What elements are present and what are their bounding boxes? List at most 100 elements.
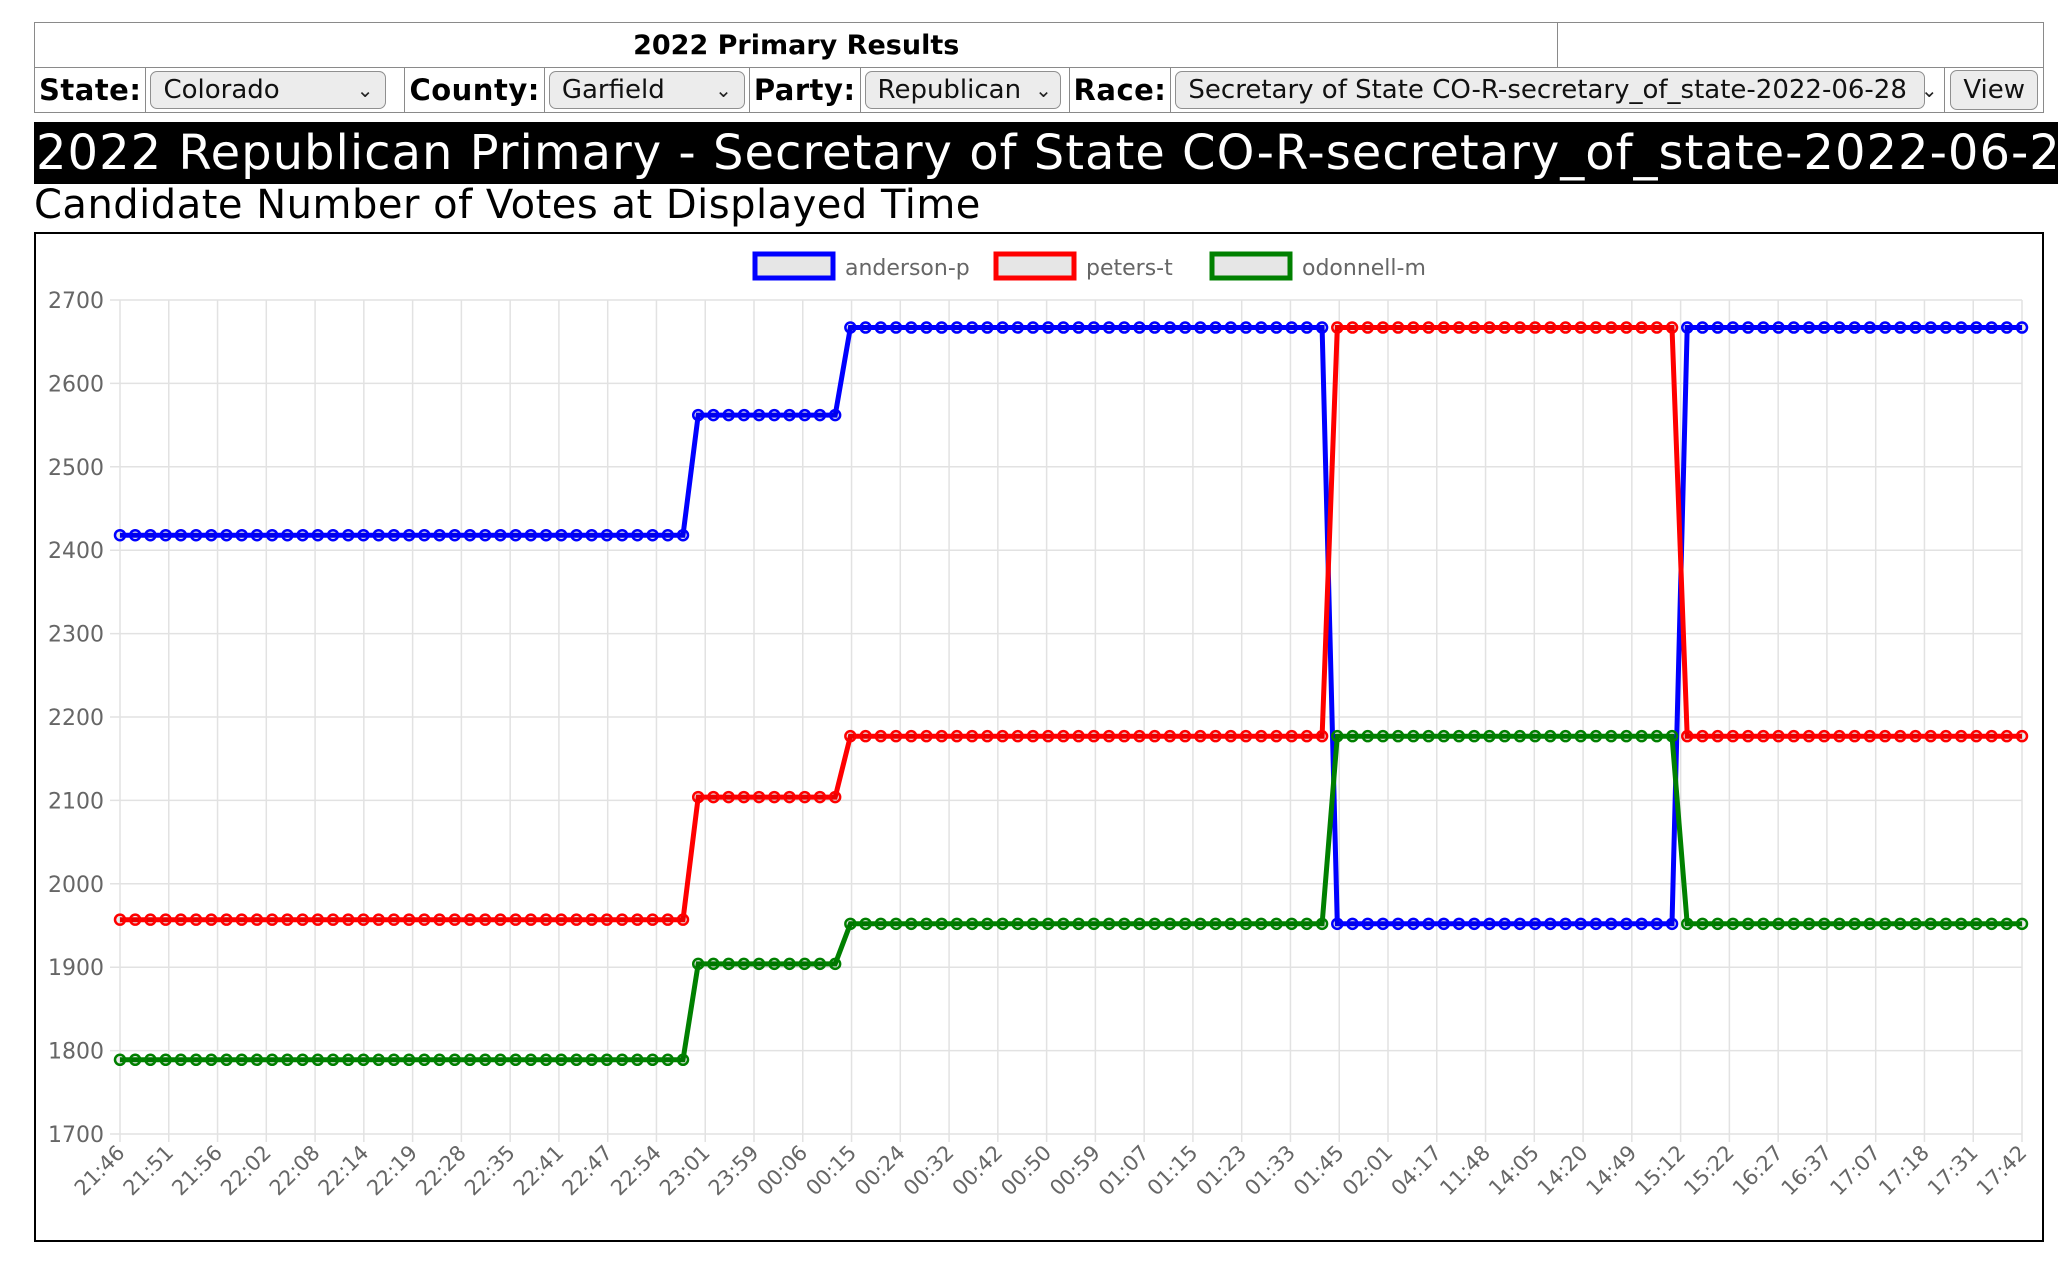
x-tick-label: 14:20	[1533, 1141, 1593, 1201]
data-point-odonnell-m	[220, 1053, 233, 1067]
x-tick-label: 17:18	[1874, 1141, 1934, 1201]
data-point-peters-t	[1209, 729, 1222, 743]
x-tick-label: 00:59	[1045, 1141, 1105, 1201]
data-point-anderson-p	[1574, 917, 1587, 931]
x-tick-label: 22:35	[460, 1141, 520, 1201]
data-point-odonnell-m	[524, 1053, 538, 1067]
chevron-down-icon: ⌄	[1035, 78, 1052, 102]
data-point-peters-t	[1452, 321, 1466, 334]
x-tick-label: 01:07	[1094, 1141, 1154, 1201]
data-point-anderson-p	[2000, 321, 2014, 334]
data-point-odonnell-m	[874, 917, 888, 931]
data-point-anderson-p	[357, 528, 370, 542]
data-point-anderson-p	[1711, 321, 1724, 334]
data-point-anderson-p	[828, 408, 842, 422]
data-point-odonnell-m	[281, 1053, 294, 1067]
data-point-peters-t	[828, 790, 842, 804]
controls-header-empty	[1557, 22, 2044, 68]
data-point-peters-t	[1376, 321, 1390, 334]
data-point-odonnell-m	[539, 1053, 553, 1067]
data-point-peters-t	[402, 913, 416, 926]
data-point-anderson-p	[1194, 321, 1207, 334]
data-point-odonnell-m	[1270, 917, 1283, 931]
data-point-anderson-p	[783, 408, 796, 422]
y-tick-label: 2200	[48, 706, 104, 731]
data-point-anderson-p	[1650, 917, 1664, 931]
state-label: State:	[33, 67, 147, 113]
county-select-value: Garfield	[561, 75, 665, 105]
data-point-anderson-p	[752, 408, 766, 422]
data-point-peters-t	[1985, 729, 1998, 743]
data-point-odonnell-m	[1772, 917, 1785, 931]
data-point-peters-t	[1148, 729, 1161, 743]
data-point-odonnell-m	[1331, 729, 1344, 743]
data-point-peters-t	[1711, 729, 1724, 743]
x-tick-label: 22:41	[509, 1141, 569, 1201]
data-point-anderson-p	[570, 528, 583, 542]
x-tick-label: 22:47	[557, 1141, 617, 1201]
data-point-peters-t	[1102, 729, 1116, 743]
party-select[interactable]: Republican ⌄	[864, 71, 1061, 109]
data-point-odonnell-m	[1970, 917, 1983, 931]
view-button[interactable]: View	[1950, 70, 2039, 110]
x-tick-label: 00:24	[850, 1141, 910, 1201]
data-point-odonnell-m	[1711, 917, 1724, 931]
data-point-anderson-p	[996, 321, 1009, 334]
data-point-peters-t	[128, 913, 142, 926]
data-point-odonnell-m	[1178, 917, 1192, 931]
data-point-anderson-p	[1726, 321, 1740, 334]
data-point-odonnell-m	[1894, 917, 1907, 931]
data-point-peters-t	[752, 790, 766, 804]
data-point-anderson-p	[1985, 321, 1998, 334]
y-tick-label: 2700	[48, 289, 104, 314]
data-point-peters-t	[509, 913, 522, 926]
data-point-peters-t	[2000, 729, 2014, 743]
data-point-odonnell-m	[707, 957, 720, 971]
data-point-anderson-p	[1772, 321, 1785, 334]
legend-swatch-anderson-p	[752, 251, 836, 281]
data-point-odonnell-m	[615, 1053, 629, 1067]
data-point-peters-t	[2015, 729, 2029, 743]
x-tick-label: 01:23	[1191, 1141, 1251, 1201]
data-point-anderson-p	[311, 528, 325, 542]
data-point-peters-t	[311, 913, 325, 926]
data-point-odonnell-m	[387, 1053, 401, 1067]
data-point-odonnell-m	[1604, 729, 1618, 743]
data-point-odonnell-m	[1346, 729, 1359, 743]
data-point-peters-t	[1239, 729, 1253, 743]
data-point-anderson-p	[1437, 917, 1451, 931]
data-point-peters-t	[935, 729, 948, 743]
data-point-odonnell-m	[737, 957, 751, 971]
data-point-anderson-p	[448, 528, 462, 542]
data-point-odonnell-m	[128, 1053, 142, 1067]
data-point-anderson-p	[950, 321, 964, 334]
data-point-peters-t	[539, 913, 553, 926]
data-point-peters-t	[1285, 729, 1298, 743]
data-point-odonnell-m	[1939, 917, 1953, 931]
party-label: Party:	[748, 67, 861, 113]
data-point-anderson-p	[676, 528, 690, 542]
race-select[interactable]: Secretary of State CO-R-secretary_of_sta…	[1175, 71, 1938, 109]
state-select[interactable]: Colorado ⌄	[150, 71, 387, 109]
data-point-odonnell-m	[1620, 729, 1633, 743]
data-point-anderson-p	[813, 408, 827, 422]
data-point-anderson-p	[1376, 917, 1390, 931]
data-point-anderson-p	[1315, 321, 1329, 334]
data-point-odonnell-m	[585, 1053, 598, 1067]
data-point-odonnell-m	[1589, 729, 1603, 743]
data-point-peters-t	[661, 913, 675, 926]
data-point-peters-t	[1300, 729, 1314, 743]
data-point-odonnell-m	[1483, 729, 1496, 743]
data-point-peters-t	[737, 790, 751, 804]
data-point-anderson-p	[1787, 321, 1801, 334]
data-point-odonnell-m	[889, 917, 903, 931]
data-point-odonnell-m	[1315, 917, 1329, 931]
data-point-anderson-p	[707, 408, 720, 422]
x-tick-label: 17:42	[1972, 1141, 2032, 1201]
x-tick-label: 23:01	[655, 1141, 715, 1201]
county-select[interactable]: Garfield ⌄	[548, 71, 745, 109]
data-point-odonnell-m	[1726, 917, 1740, 931]
data-point-peters-t	[1726, 729, 1740, 743]
data-point-odonnell-m	[341, 1053, 355, 1067]
data-point-anderson-p	[722, 408, 735, 422]
